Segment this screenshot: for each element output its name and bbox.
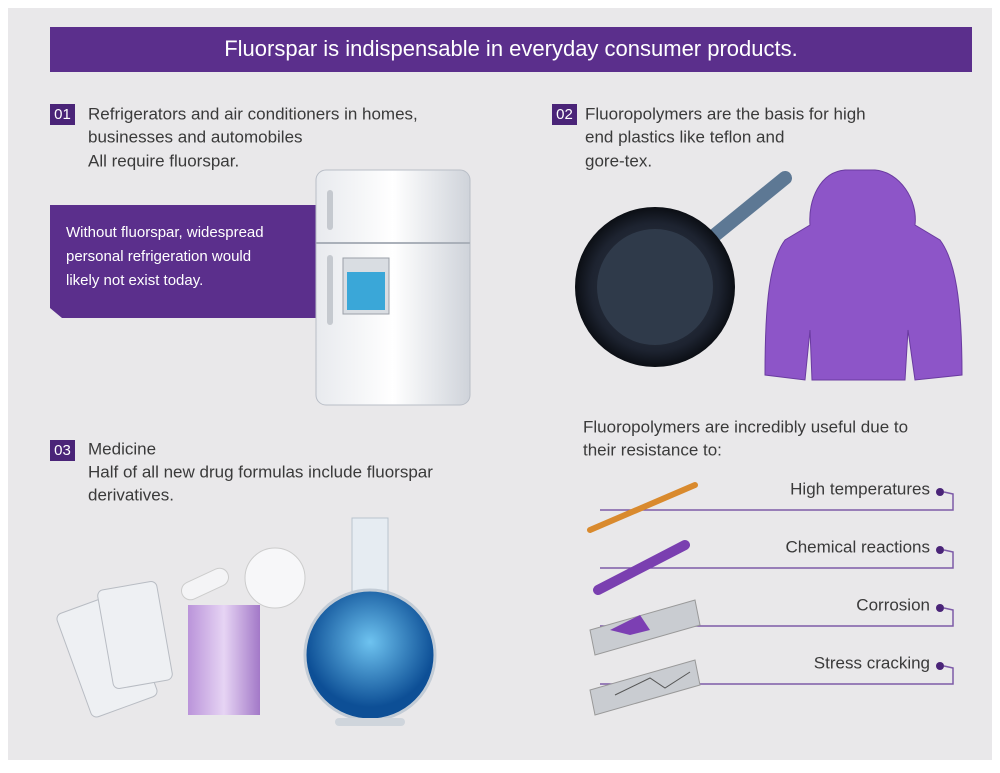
item-dot	[936, 488, 944, 496]
resistance-intro: their resistance to:	[583, 440, 722, 459]
medicine-illustration	[56, 517, 437, 726]
resistance-item: Corrosion	[856, 595, 930, 614]
item-dot	[936, 604, 944, 612]
callout-box	[50, 205, 318, 318]
section-text: businesses and automobiles	[88, 127, 303, 146]
callout-text: likely not exist today.	[66, 272, 203, 289]
section-text: end plastics like teflon and	[585, 127, 784, 146]
title: Fluorspar is indispensable in everyday c…	[224, 36, 798, 61]
badge-number: 03	[54, 442, 71, 459]
section-text: Fluoropolymers are the basis for high	[585, 104, 866, 123]
section-text: Half of all new drug formulas include fl…	[88, 462, 433, 481]
badge	[50, 104, 75, 125]
badge	[552, 104, 577, 125]
section-text: Refrigerators and air conditioners in ho…	[88, 104, 418, 123]
item-line	[600, 549, 954, 569]
item-line	[600, 607, 954, 627]
resistance-intro: Fluoropolymers are incredibly useful due…	[583, 417, 908, 436]
fridge-illustration	[315, 169, 471, 406]
badge-number: 01	[54, 106, 71, 123]
section-text: gore-tex.	[585, 151, 652, 170]
item-line	[600, 491, 954, 511]
badge-number: 02	[556, 106, 573, 123]
pan-illustration	[575, 171, 792, 367]
section-text: All require fluorspar.	[88, 151, 239, 170]
resistance-item: High temperatures	[790, 479, 930, 498]
item-dot	[936, 662, 944, 670]
callout-text: Without fluorspar, widespread	[66, 224, 264, 241]
hoodie-illustration	[764, 169, 963, 381]
section-text: Medicine	[88, 439, 156, 458]
badge	[50, 440, 75, 461]
section-text: derivatives.	[88, 485, 174, 504]
resistance-item: Stress cracking	[814, 653, 930, 672]
resistance-item: Chemical reactions	[785, 537, 930, 556]
resistance-icons	[587, 482, 701, 716]
title-bar	[50, 27, 972, 72]
item-dot	[936, 546, 944, 554]
background	[8, 8, 992, 760]
callout-text: personal refrigeration would	[66, 248, 251, 265]
item-line	[600, 665, 954, 685]
